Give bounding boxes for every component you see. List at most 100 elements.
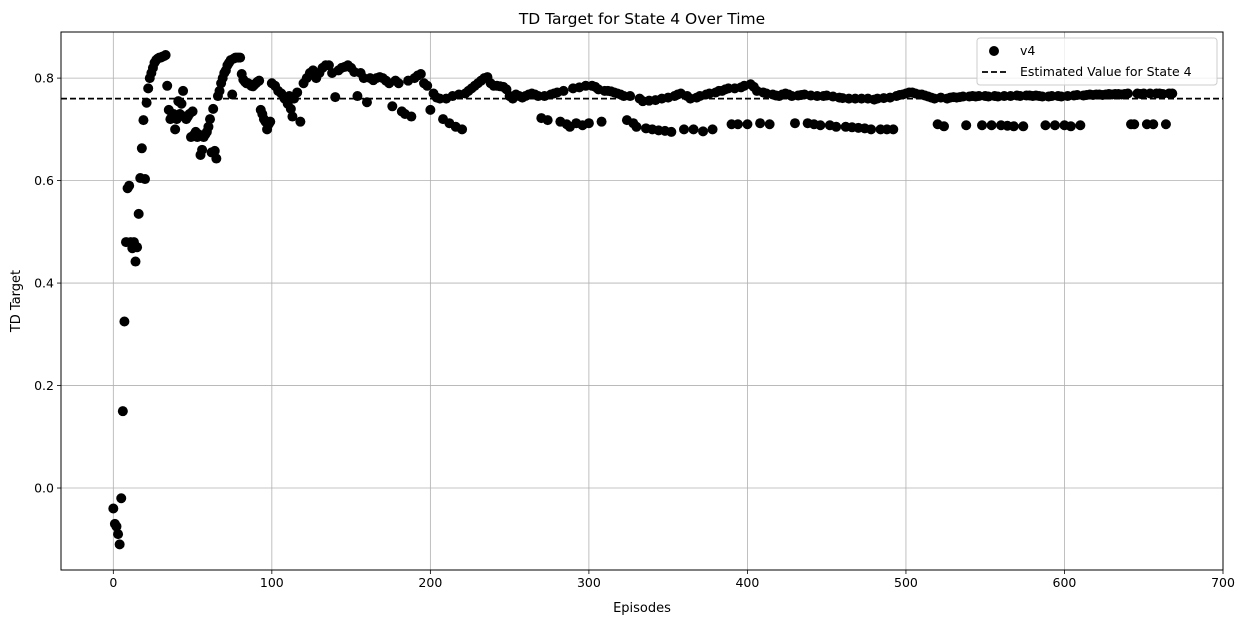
legend: v4 Estimated Value for State 4 <box>976 37 1218 86</box>
scatter-point <box>170 124 181 135</box>
legend-marker-v4 <box>989 46 999 56</box>
scatter-point <box>831 121 842 132</box>
scatter-point <box>1160 119 1171 130</box>
scatter-point <box>961 120 972 131</box>
scatter-point <box>1148 119 1159 130</box>
scatter-point <box>986 120 997 131</box>
scatter-point <box>707 124 718 135</box>
x-tick-label: 0 <box>109 575 117 590</box>
scatter-point <box>387 101 398 112</box>
scatter-point <box>141 97 152 108</box>
scatter-point <box>136 143 147 154</box>
scatter-point <box>698 126 709 137</box>
scatter-point <box>295 116 306 127</box>
scatter-point <box>425 104 436 115</box>
plot-frame <box>60 31 1224 571</box>
scatter-point <box>130 256 141 267</box>
scatter-point <box>1049 120 1060 131</box>
scatter-point <box>209 145 220 156</box>
scatter-point <box>265 116 276 127</box>
scatter-point <box>235 52 246 63</box>
scatter-point <box>124 180 135 191</box>
scatter-point <box>938 121 949 132</box>
scatter-point <box>176 98 187 109</box>
scatter-point <box>203 121 214 132</box>
y-axis-label: TD Target <box>9 270 24 333</box>
scatter-point <box>888 124 899 135</box>
y-tick-label: 0.2 <box>34 378 54 393</box>
scatter-point <box>866 124 877 135</box>
scatter-point <box>133 208 144 219</box>
scatter-point <box>205 114 216 125</box>
scatter-point <box>625 91 636 102</box>
chart-title: TD Target for State 4 Over Time <box>518 10 765 28</box>
scatter-point <box>558 85 569 96</box>
scatter-point <box>977 120 988 131</box>
x-tick-label: 400 <box>735 575 759 590</box>
scatter-point <box>1040 120 1051 131</box>
scatter-point <box>140 174 151 185</box>
scatter-point <box>361 97 372 108</box>
scatter-point <box>119 316 130 327</box>
scatter-point <box>352 91 363 102</box>
scatter-point <box>542 115 553 126</box>
scatter-point <box>323 60 334 71</box>
scatter-point <box>132 242 143 253</box>
scatter-point <box>1065 121 1076 132</box>
y-tick-label: 0.8 <box>34 71 54 86</box>
x-axis-ticks: 0 100 200 300 400 500 600 700 <box>109 570 1235 590</box>
scatter-point <box>457 124 468 135</box>
scatter-point <box>406 111 417 122</box>
scatter-point <box>287 111 298 122</box>
scatter-points <box>108 50 1178 550</box>
scatter-point <box>732 119 743 130</box>
legend-label-v4: v4 <box>1020 43 1035 58</box>
scatter-point <box>178 85 189 96</box>
scatter-point <box>143 83 154 94</box>
scatter-point <box>211 153 222 164</box>
scatter-point <box>789 118 800 129</box>
y-axis-ticks: 0.0 0.2 0.4 0.6 0.8 <box>34 71 61 496</box>
scatter-point <box>187 106 198 117</box>
scatter-point <box>114 539 125 550</box>
scatter-point <box>108 503 119 514</box>
scatter-point <box>208 103 219 114</box>
x-tick-label: 600 <box>1053 575 1077 590</box>
scatter-point <box>422 80 433 91</box>
scatter-point <box>227 89 238 100</box>
x-axis-label: Episodes <box>613 601 671 616</box>
scatter-point <box>596 116 607 127</box>
legend-box <box>976 37 1218 86</box>
grid-lines <box>61 32 1224 570</box>
scatter-point <box>755 118 766 129</box>
scatter-point <box>292 87 303 98</box>
scatter-point <box>1075 120 1086 131</box>
scatter-point <box>583 118 594 129</box>
scatter-point <box>113 529 124 540</box>
scatter-point <box>393 78 404 89</box>
scatter-point <box>1008 121 1019 132</box>
scatter-point <box>666 126 677 137</box>
y-tick-label: 0.4 <box>34 276 54 291</box>
scatter-point <box>116 493 127 504</box>
x-tick-label: 200 <box>418 575 442 590</box>
scatter-point <box>679 124 690 135</box>
scatter-point <box>688 124 699 135</box>
scatter-point <box>138 115 149 126</box>
scatter-point <box>111 521 122 532</box>
scatter-point <box>742 119 753 130</box>
scatter-point <box>254 75 265 86</box>
scatter-point <box>815 120 826 131</box>
scatter-point <box>160 50 171 61</box>
scatter-point <box>1122 88 1133 99</box>
scatter-point <box>1129 119 1140 130</box>
y-tick-label: 0.6 <box>34 173 54 188</box>
y-tick-label: 0.0 <box>34 481 54 496</box>
legend-label-estimated-value: Estimated Value for State 4 <box>1020 64 1192 79</box>
x-tick-label: 100 <box>260 575 284 590</box>
scatter-point <box>197 144 208 155</box>
scatter-point <box>631 121 642 132</box>
scatter-point <box>1018 121 1029 132</box>
scatter-point <box>764 119 775 130</box>
